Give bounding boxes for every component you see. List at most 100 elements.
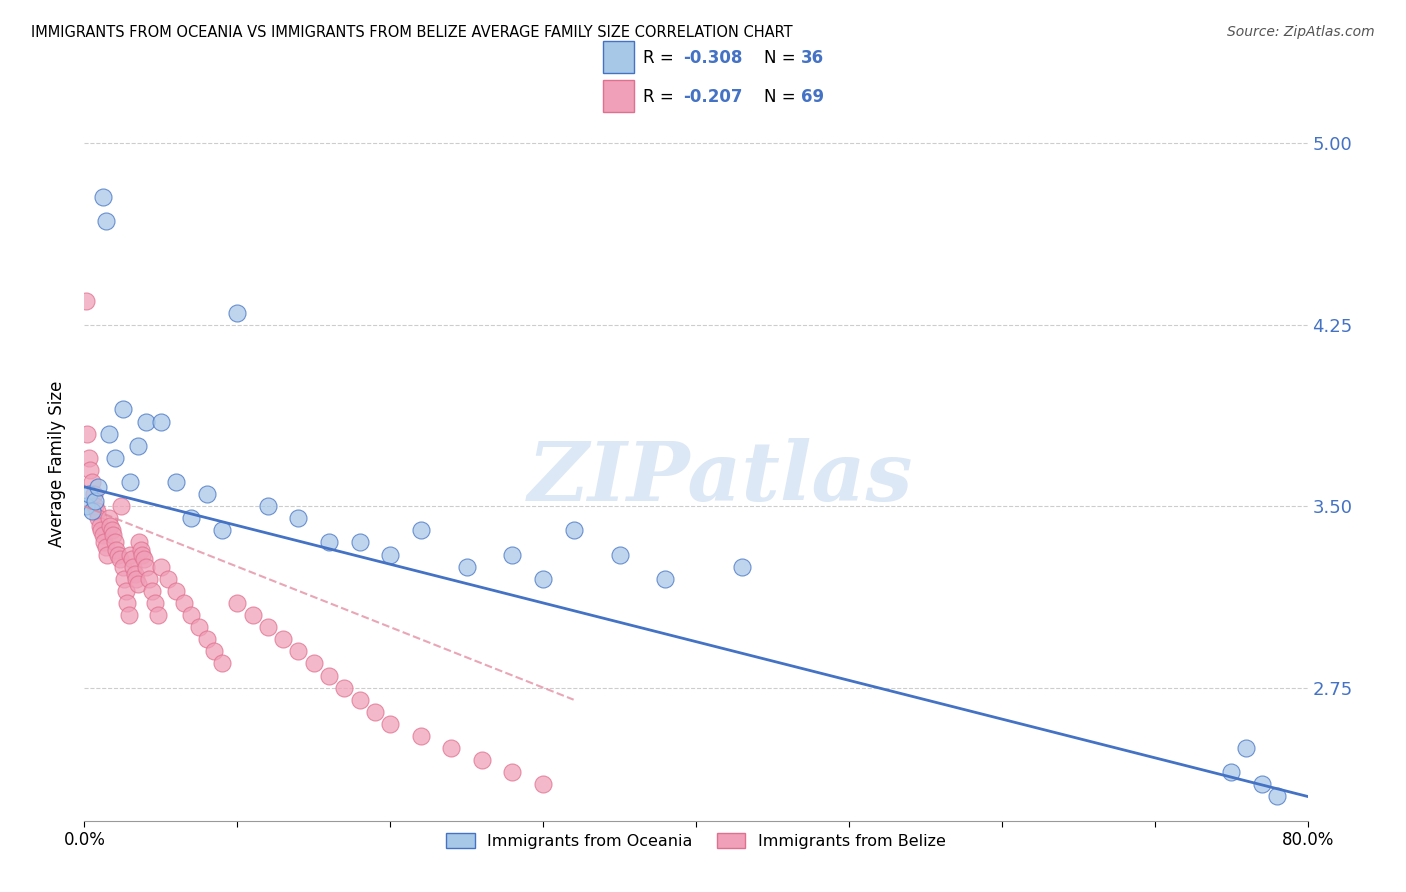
Text: Source: ZipAtlas.com: Source: ZipAtlas.com xyxy=(1227,25,1375,39)
Point xyxy=(83,487,105,501)
Point xyxy=(135,415,157,429)
Point xyxy=(77,450,100,465)
Point xyxy=(146,607,169,622)
Point xyxy=(120,475,142,489)
Point xyxy=(409,524,432,538)
Point xyxy=(91,189,114,203)
Point xyxy=(609,548,631,562)
Text: 36: 36 xyxy=(801,49,824,67)
Point xyxy=(127,439,149,453)
Point xyxy=(122,559,145,574)
Point xyxy=(165,475,187,489)
Point xyxy=(127,576,149,591)
Point xyxy=(121,552,143,566)
Point xyxy=(107,548,129,562)
Point xyxy=(75,499,97,513)
Point xyxy=(157,572,180,586)
Point xyxy=(125,572,148,586)
Point xyxy=(562,524,585,538)
Text: R =: R = xyxy=(643,87,679,105)
Point xyxy=(101,524,124,538)
Point xyxy=(180,511,202,525)
Text: N =: N = xyxy=(763,49,800,67)
Point xyxy=(80,504,103,518)
Point xyxy=(112,572,135,586)
Point xyxy=(138,572,160,586)
Point xyxy=(76,426,98,441)
Point xyxy=(202,644,225,658)
Point xyxy=(87,480,110,494)
Text: IMMIGRANTS FROM OCEANIA VS IMMIGRANTS FROM BELIZE AVERAGE FAMILY SIZE CORRELATIO: IMMIGRANTS FROM OCEANIA VS IMMIGRANTS FR… xyxy=(31,25,793,40)
Point xyxy=(195,487,218,501)
Point xyxy=(97,426,120,441)
Point xyxy=(129,542,152,557)
Point xyxy=(271,632,294,647)
Text: N =: N = xyxy=(763,87,800,105)
Point xyxy=(257,499,280,513)
Point xyxy=(180,607,202,622)
Point xyxy=(103,528,125,542)
Point xyxy=(120,548,142,562)
Point xyxy=(257,620,280,634)
Point xyxy=(128,535,150,549)
Point xyxy=(149,559,172,574)
Point xyxy=(1265,789,1288,804)
Point xyxy=(440,741,463,756)
Point xyxy=(349,692,371,706)
Point xyxy=(91,528,114,542)
Point xyxy=(75,293,97,308)
Point xyxy=(242,607,264,622)
Point xyxy=(531,777,554,791)
Point xyxy=(87,511,110,525)
Point xyxy=(502,548,524,562)
Point xyxy=(98,518,121,533)
Point xyxy=(118,607,141,622)
FancyBboxPatch shape xyxy=(603,41,634,73)
Point xyxy=(111,559,134,574)
Point xyxy=(105,542,128,557)
Point xyxy=(531,572,554,586)
Point xyxy=(1220,765,1243,780)
Point xyxy=(132,552,155,566)
Point xyxy=(318,668,340,682)
Point xyxy=(211,657,233,671)
Point xyxy=(97,511,120,525)
Point xyxy=(471,753,494,767)
Point xyxy=(1236,741,1258,756)
Point xyxy=(84,494,107,508)
Text: -0.308: -0.308 xyxy=(683,49,742,67)
Point xyxy=(287,511,309,525)
Point xyxy=(141,583,163,598)
Point xyxy=(364,705,387,719)
Point xyxy=(143,596,166,610)
Point xyxy=(111,402,134,417)
Point xyxy=(502,765,524,780)
Legend: Immigrants from Oceania, Immigrants from Belize: Immigrants from Oceania, Immigrants from… xyxy=(440,827,952,855)
Point xyxy=(287,644,309,658)
Point xyxy=(89,518,111,533)
Point xyxy=(93,535,115,549)
Point xyxy=(149,415,172,429)
Text: 69: 69 xyxy=(801,87,824,105)
Point xyxy=(108,552,131,566)
Text: -0.207: -0.207 xyxy=(683,87,742,105)
Point xyxy=(226,596,249,610)
Point xyxy=(654,572,676,586)
Text: R =: R = xyxy=(643,49,679,67)
Point xyxy=(115,596,138,610)
Point xyxy=(79,463,101,477)
Point xyxy=(333,681,356,695)
Point xyxy=(135,559,157,574)
Point xyxy=(96,548,118,562)
Point xyxy=(77,487,100,501)
Point xyxy=(94,541,117,555)
Point xyxy=(173,596,195,610)
Point xyxy=(456,559,478,574)
Point xyxy=(131,548,153,562)
Y-axis label: Average Family Size: Average Family Size xyxy=(48,381,66,547)
Point xyxy=(110,499,132,513)
Point xyxy=(731,559,754,574)
Point xyxy=(409,729,432,743)
Point xyxy=(318,535,340,549)
Point xyxy=(165,583,187,598)
